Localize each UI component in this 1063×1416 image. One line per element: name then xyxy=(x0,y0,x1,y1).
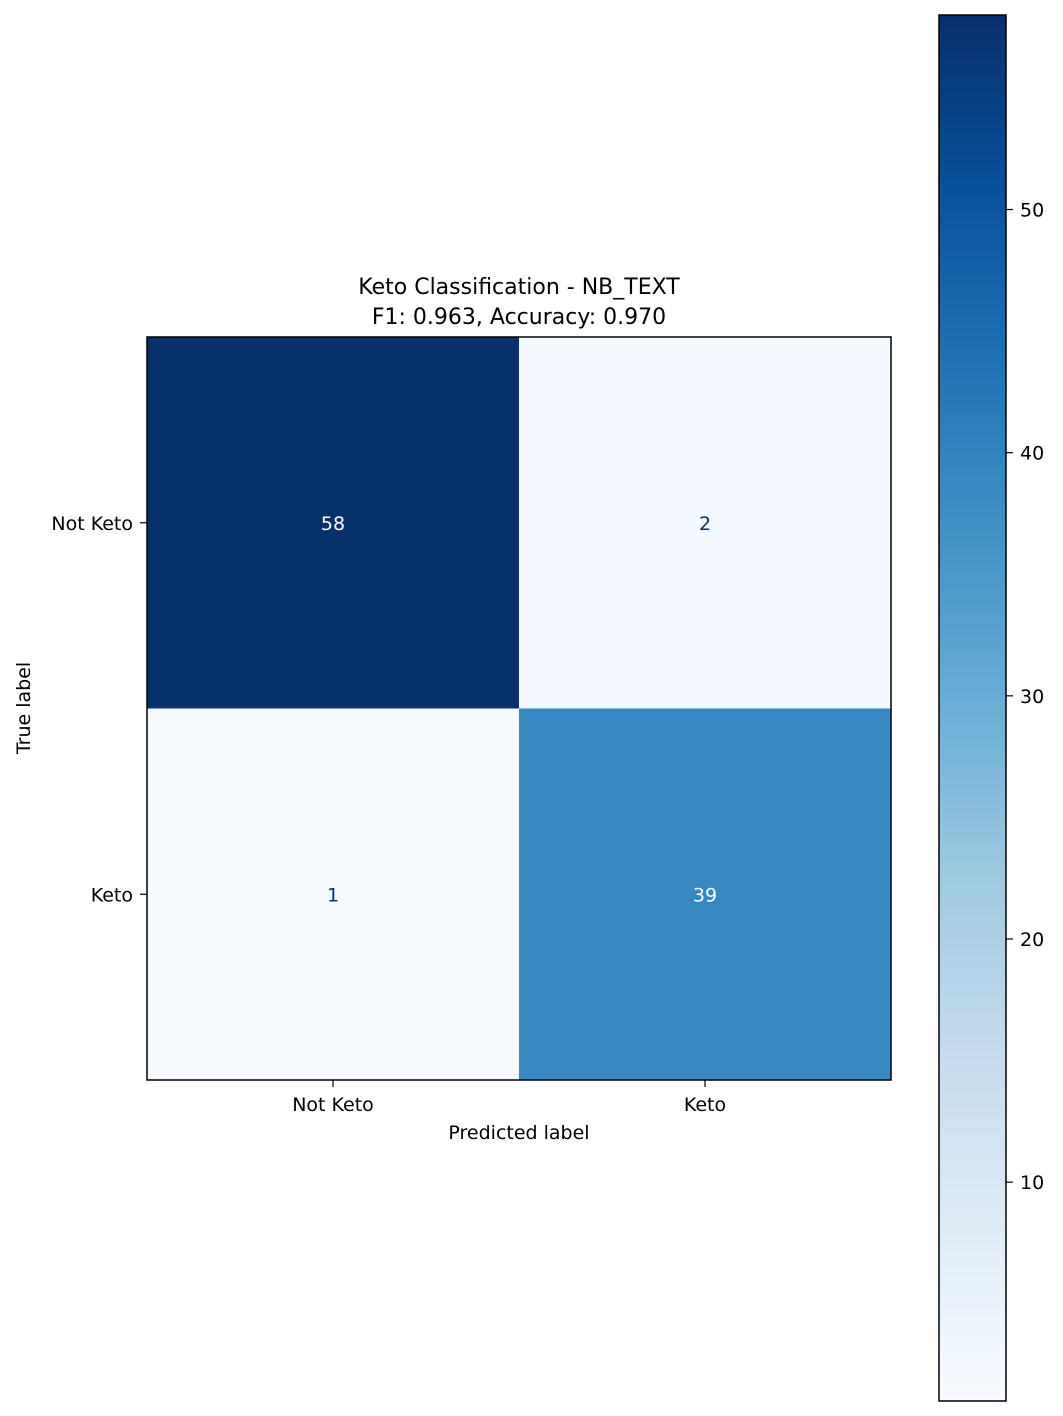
colorbar-tick-label-0: 10 xyxy=(1020,1172,1044,1194)
colorbar-tick-label-2: 30 xyxy=(1020,686,1044,708)
cell-label-1-0: 1 xyxy=(327,884,339,906)
chart-title-line2: F1: 0.963, Accuracy: 0.970 xyxy=(372,305,666,330)
y-tick-label-1: Keto xyxy=(91,884,133,906)
y-axis-label: True label xyxy=(13,662,35,755)
colorbar-tick-label-1: 20 xyxy=(1020,929,1044,951)
plot-frame xyxy=(146,336,892,1081)
cell-0-0 xyxy=(147,337,519,709)
x-tick-label-0: Not Keto xyxy=(292,1094,374,1116)
y-tick-label-0: Not Keto xyxy=(51,513,133,535)
cell-1-1 xyxy=(519,708,891,1080)
colorbar-tick-label-3: 40 xyxy=(1020,443,1044,465)
x-axis-label: Predicted label xyxy=(448,1122,589,1144)
colorbar-tick-label-4: 50 xyxy=(1020,200,1044,222)
colorbar xyxy=(939,15,1006,1401)
y-axis-ticks: Not Keto Keto xyxy=(51,513,147,906)
heatmap-cells: 58 2 1 39 xyxy=(147,337,891,1080)
cell-1-0 xyxy=(147,708,519,1080)
x-tick-label-1: Keto xyxy=(684,1094,726,1116)
cell-0-1 xyxy=(519,337,891,709)
x-axis-ticks: Not Keto Keto xyxy=(292,1080,726,1116)
cell-label-0-0: 58 xyxy=(321,513,345,535)
chart-title-line1: Keto Classification - NB_TEXT xyxy=(358,275,680,300)
colorbar-frame xyxy=(938,14,1007,1402)
colorbar-ticks: 10 20 30 40 50 xyxy=(1006,200,1044,1194)
cell-label-1-1: 39 xyxy=(693,884,717,906)
cell-label-0-1: 2 xyxy=(699,513,711,535)
